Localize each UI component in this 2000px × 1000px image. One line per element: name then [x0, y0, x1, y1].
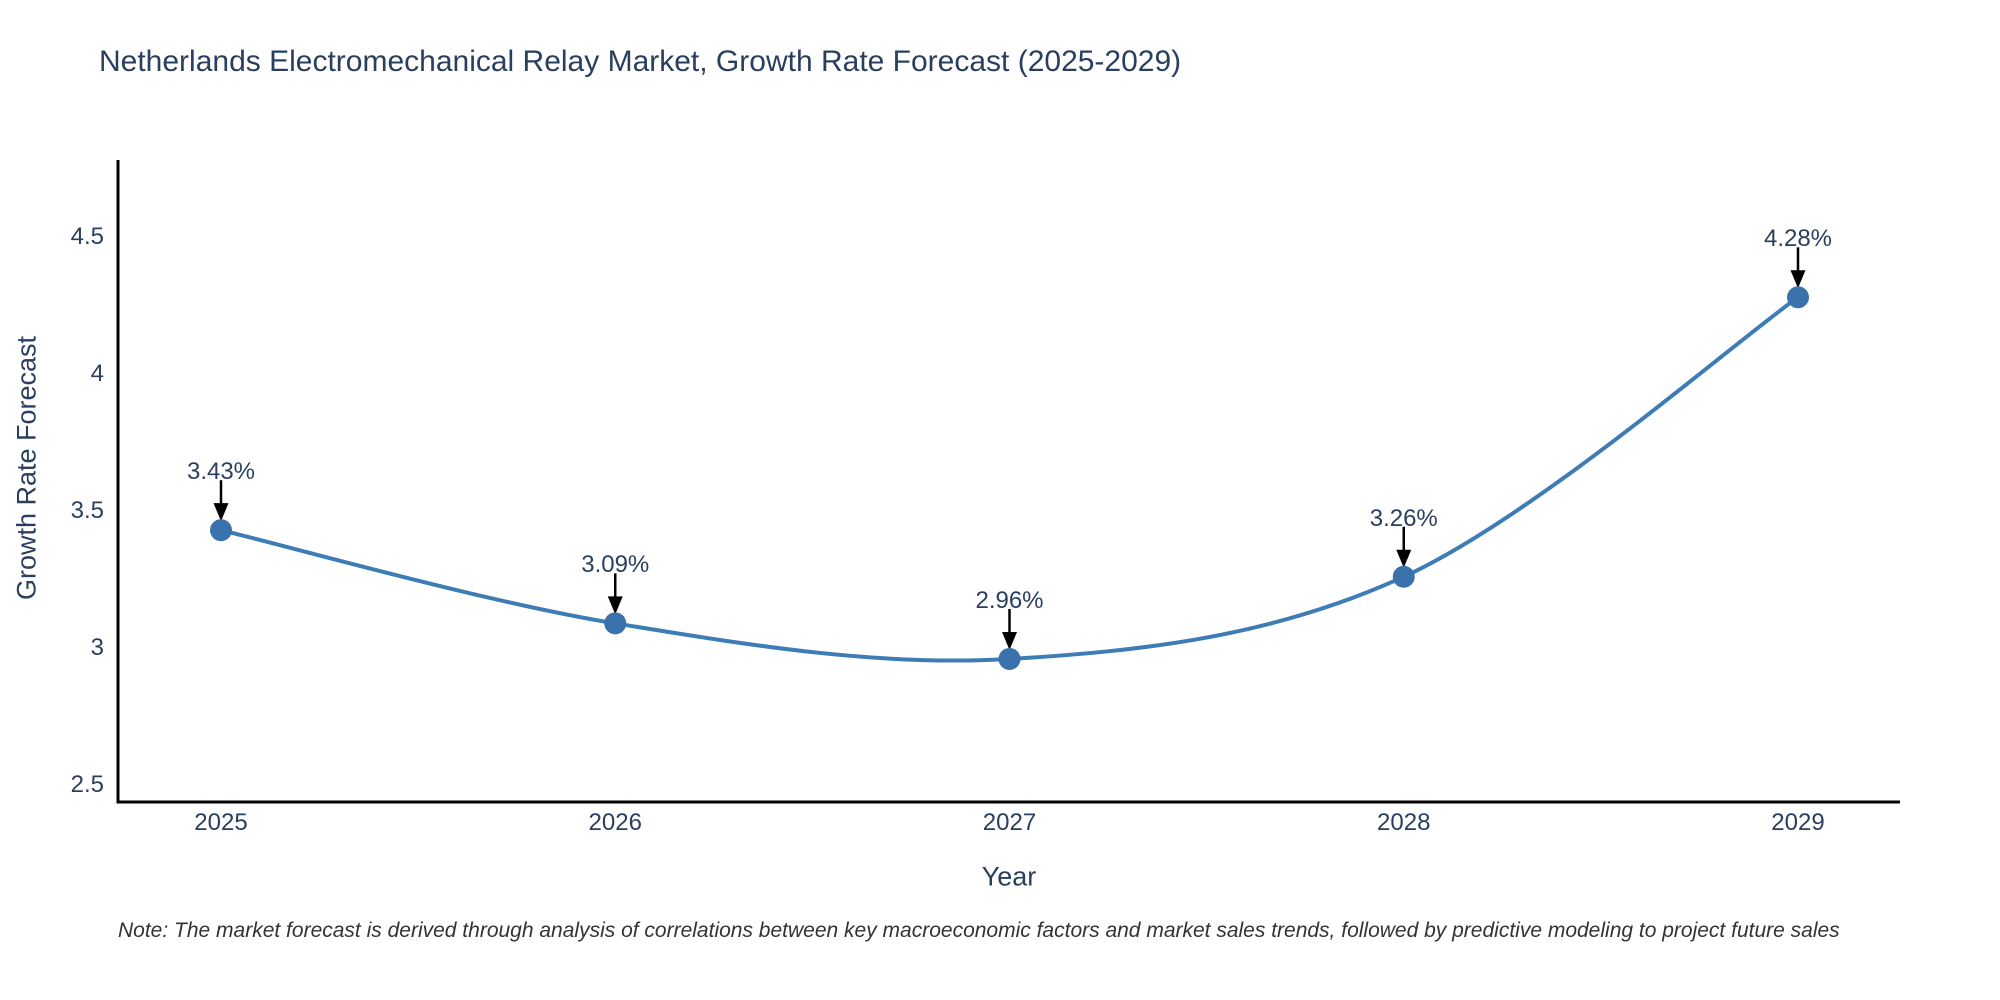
point-annotation: 3.26% — [1369, 504, 1438, 532]
point-annotation: 3.43% — [186, 458, 256, 486]
annotation-arrowhead-icon — [1396, 549, 1412, 568]
y-tick-label: 2.5 — [70, 771, 104, 798]
chart-title: Netherlands Electromechanical Relay Mark… — [99, 45, 1182, 78]
y-tick-label: 3 — [90, 634, 104, 661]
data-point-marker[interactable] — [210, 519, 232, 542]
y-axis-title: Growth Rate Forecast — [11, 335, 42, 601]
data-point-marker[interactable] — [998, 647, 1021, 670]
x-tick-label: 2026 — [588, 809, 642, 836]
data-point-marker[interactable] — [604, 612, 627, 635]
x-tick-label: 2028 — [1377, 809, 1431, 836]
annotation-arrowhead-icon — [213, 503, 229, 522]
data-point-marker[interactable] — [1392, 565, 1415, 588]
chart-note: Note: The market forecast is derived thr… — [118, 919, 1840, 942]
point-annotation: 3.09% — [581, 551, 650, 579]
annotation-arrowhead-icon — [1790, 270, 1806, 289]
y-tick-label: 3.5 — [70, 497, 104, 524]
x-axis-title: Year — [981, 861, 1037, 892]
point-annotation: 4.28% — [1763, 225, 1833, 253]
x-tick-label: 2025 — [194, 809, 248, 836]
axis-lines — [116, 160, 1900, 804]
point-annotation: 2.96% — [975, 586, 1044, 614]
data-point-marker[interactable] — [1787, 286, 1809, 309]
y-tick-label: 4.5 — [70, 223, 104, 250]
annotation-arrowhead-icon — [607, 596, 623, 615]
y-tick-label: 4 — [90, 360, 104, 387]
x-tick-label: 2029 — [1771, 809, 1825, 836]
x-tick-label: 2027 — [982, 809, 1037, 836]
annotation-arrowhead-icon — [1002, 631, 1017, 650]
